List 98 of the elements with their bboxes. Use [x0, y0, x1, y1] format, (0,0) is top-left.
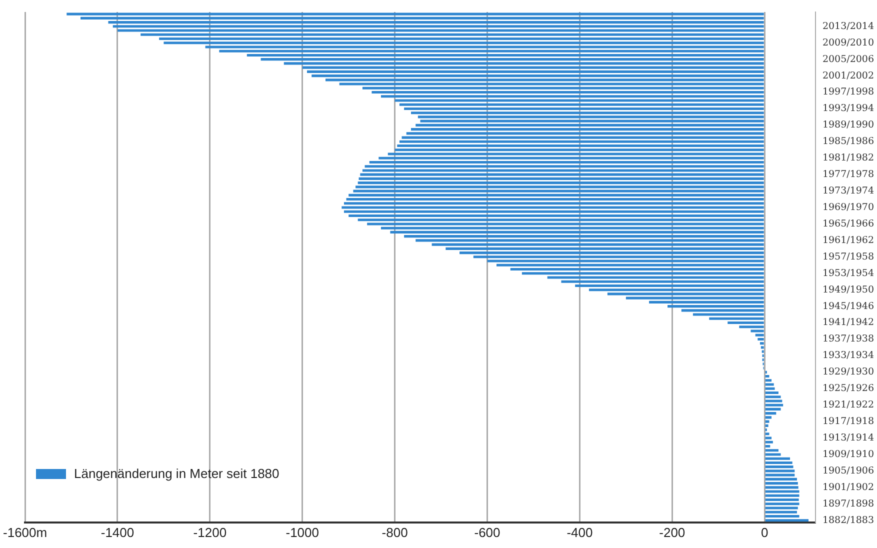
bar	[66, 12, 764, 16]
y-tick-label: 1981/1982	[822, 152, 874, 164]
bar	[397, 144, 764, 148]
x-tick-label: -1400	[100, 524, 134, 540]
bar	[765, 424, 768, 427]
y-tick-label: 1961/1962	[822, 234, 874, 246]
y-tick-label: 1925/1926	[822, 383, 874, 394]
bar	[358, 182, 764, 184]
bar	[765, 510, 797, 514]
bar	[765, 461, 792, 464]
y-tick-label: 1977/1978	[822, 169, 874, 180]
legend-label: Längenänderung in Meter seit 1880	[74, 466, 280, 481]
bar	[765, 436, 772, 440]
bar	[432, 243, 764, 246]
bar	[765, 502, 800, 506]
y-tick-label: 1882/1883	[822, 514, 874, 526]
y-tick-label: 1957/1958	[822, 251, 874, 262]
bar	[346, 198, 764, 201]
bar	[302, 66, 764, 69]
y-tick-label: 2001/2002	[822, 70, 874, 82]
bar	[765, 466, 794, 468]
bar	[765, 506, 798, 510]
bar	[356, 186, 764, 188]
bar	[760, 346, 764, 349]
y-tick-label: 1969/1970	[822, 202, 874, 213]
y-tick-label: 2013/2014	[822, 20, 874, 32]
y-tick-label: 1905/1906	[822, 465, 874, 476]
bar	[360, 173, 764, 176]
bar	[765, 478, 797, 480]
x-tick-label: -1000	[286, 524, 319, 540]
bar	[765, 391, 778, 394]
y-tick-label: 1953/1954	[822, 268, 874, 279]
bar	[765, 490, 800, 493]
x-tick-label: -1200	[193, 524, 227, 540]
bar	[692, 313, 764, 316]
y-tick-label: 1949/1950	[822, 284, 874, 296]
bar	[117, 29, 764, 32]
bar	[765, 486, 798, 489]
x-tick-label: -400	[566, 524, 593, 540]
bar	[765, 408, 781, 410]
bar	[765, 400, 782, 402]
y-tick-label: 1913/1914	[822, 432, 874, 444]
y-tick-label: 1941/1942	[822, 317, 874, 328]
bar	[344, 202, 764, 205]
bar	[765, 379, 772, 382]
y-tick-label: 1897/1898	[822, 498, 874, 510]
y-tick-label: 1937/1938	[822, 334, 874, 345]
bar	[765, 416, 772, 419]
bar	[342, 206, 764, 209]
bar	[364, 165, 764, 168]
bar	[758, 338, 764, 341]
y-tick-label: 1993/1994	[822, 103, 874, 114]
bar	[402, 136, 764, 139]
bar	[760, 342, 764, 345]
y-tick-label: 1973/1974	[822, 186, 874, 197]
y-tick-label: 1929/1930	[822, 366, 874, 378]
bar	[626, 296, 764, 300]
bar	[399, 103, 764, 106]
bar	[348, 194, 764, 196]
y-tick-label: 1921/1922	[822, 400, 874, 411]
x-tick-label: 0	[760, 524, 768, 540]
bar	[306, 70, 764, 73]
bar	[765, 494, 800, 497]
x-tick-label: -1600m	[3, 524, 48, 540]
bar	[765, 440, 773, 444]
bar	[765, 383, 774, 386]
x-tick-label: -200	[659, 524, 686, 540]
bar	[765, 396, 781, 398]
bar	[358, 177, 764, 180]
y-tick-label: 1933/1934	[822, 350, 874, 362]
bar	[344, 210, 764, 213]
x-tick-label: -600	[474, 524, 500, 540]
y-tick-label: 1997/1998	[822, 86, 874, 98]
bar	[765, 498, 799, 502]
y-tick-label: 2005/2006	[822, 54, 874, 65]
bar	[765, 449, 778, 452]
y-tick-label: 1917/1918	[822, 416, 874, 428]
bar	[339, 82, 764, 86]
bar	[765, 470, 795, 472]
bar	[765, 482, 798, 485]
bar	[765, 387, 775, 390]
y-tick-label: 1989/1990	[822, 120, 874, 131]
bar	[765, 404, 784, 406]
y-tick-label: 1985/1986	[822, 136, 874, 148]
bar	[406, 132, 764, 135]
y-tick-label: 1965/1966	[822, 218, 874, 230]
bar	[362, 169, 764, 172]
bar	[765, 457, 790, 460]
y-tick-label: 2009/2010	[822, 37, 874, 48]
bar	[765, 519, 809, 522]
y-tick-label: 1901/1902	[822, 482, 874, 493]
y-tick-label: 1945/1946	[822, 300, 874, 312]
bar	[487, 260, 764, 262]
y-tick-label: 1909/1910	[822, 448, 874, 460]
bar	[399, 140, 764, 143]
x-tick-label: -800	[382, 524, 408, 540]
bar	[765, 474, 795, 476]
bar	[369, 160, 764, 164]
